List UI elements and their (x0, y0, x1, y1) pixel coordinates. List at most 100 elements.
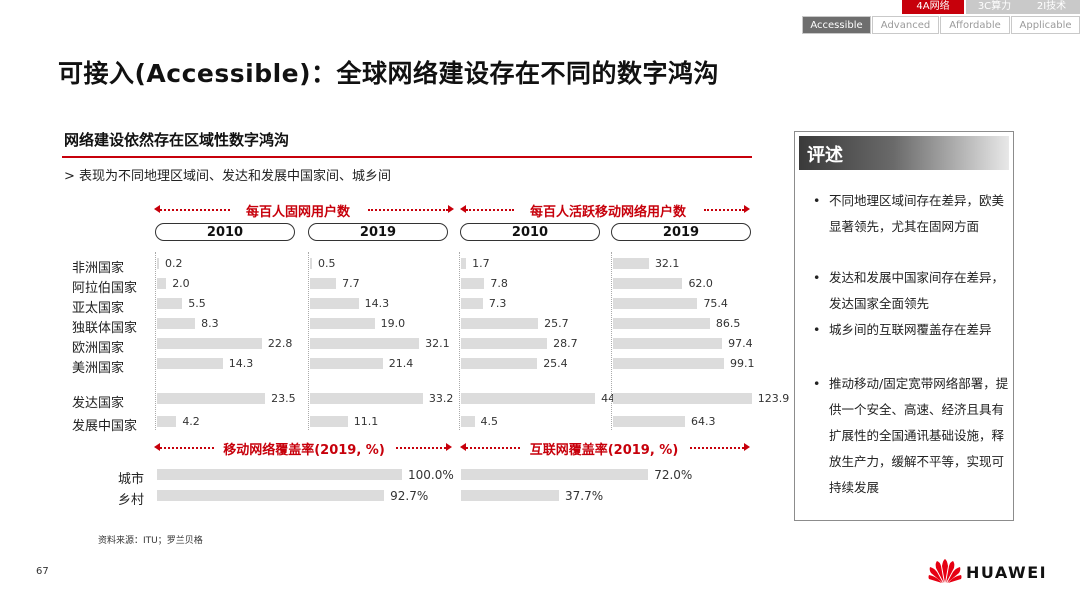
axis-guide (611, 252, 612, 430)
section-heading: 网络建设依然存在区域性数字鸿沟 (64, 131, 290, 149)
bar (310, 416, 348, 427)
bar (461, 278, 485, 289)
arrow-right-icon (744, 205, 750, 213)
fixed-header: 每百人固网用户数 (245, 205, 350, 220)
category-label: 欧洲国家 (72, 341, 125, 356)
bar (310, 258, 312, 269)
category-label: 亚太国家 (72, 301, 125, 316)
year-pill: 2019 (308, 223, 448, 241)
axis-guide (155, 252, 156, 430)
nav-bottom-tab[interactable]: Advanced (872, 16, 939, 34)
summary-panel: 评述 • 不同地理区域间存在差异，欧美显著领先，尤其在固网方面 • 发达和发展中… (794, 131, 1014, 521)
arrow-right-icon (448, 205, 454, 213)
bar (157, 358, 223, 369)
coverage-mobile-header: 移动网络覆盖率(2019, %) (223, 443, 385, 458)
dotted-arrow-line (466, 447, 520, 449)
data-label: 0.2 (165, 257, 183, 270)
nav-bottom-tab[interactable]: Accessible (802, 16, 871, 34)
bar (310, 393, 423, 404)
nav-bottom-tab[interactable]: Applicable (1011, 16, 1080, 34)
data-label: 97.4 (728, 337, 753, 350)
bar (613, 416, 686, 427)
dotted-arrow-line (396, 447, 446, 449)
data-label: 64.3 (691, 415, 716, 428)
coverage-category-label: 城市 (118, 472, 145, 487)
data-label: 32.1 (654, 257, 680, 270)
data-label: 1.7 (472, 257, 490, 270)
data-label: 7.3 (488, 297, 507, 310)
huawei-logo-icon (928, 559, 962, 583)
data-label: 75.4 (703, 297, 728, 310)
bar (613, 358, 724, 369)
data-label: 33.2 (428, 392, 454, 405)
section-description: > 表现为不同地理区域间、发达和发展中国家间、城乡间 (64, 169, 392, 184)
coverage-label: 72.0% (654, 468, 693, 482)
bar (613, 318, 710, 329)
data-label: 28.7 (553, 337, 578, 350)
category-label: 非洲国家 (72, 261, 125, 276)
data-label: 7.8 (490, 277, 508, 290)
summary-bullet: • 推动移动/固定宽带网络部署，提供一个安全、高速、经济且具有扩展性的全国通讯基… (813, 371, 1009, 501)
bar (157, 298, 183, 309)
bar (461, 318, 539, 329)
summary-header: 评述 (799, 136, 1009, 170)
bar (613, 298, 698, 309)
data-label: 86.5 (715, 317, 741, 330)
data-label: 19.0 (380, 317, 406, 330)
nav-top-tab[interactable]: 4A网络 (902, 0, 964, 14)
data-label: 32.1 (425, 337, 450, 350)
coverage-bar (461, 490, 560, 501)
bar (157, 393, 266, 404)
dotted-arrow-line (690, 447, 744, 449)
bar (157, 278, 167, 289)
mobile-header: 每百人活跃移动网络用户数 (529, 205, 686, 220)
arrow-left-icon (460, 205, 466, 213)
data-label: 11.1 (353, 415, 379, 428)
coverage-category-label: 乡村 (118, 493, 145, 508)
coverage-label: 92.7% (390, 489, 429, 503)
coverage-bar (157, 490, 385, 501)
bullet-dot-icon: • (813, 193, 821, 208)
bar (613, 278, 683, 289)
data-label: 0.5 (318, 257, 336, 270)
bar (157, 338, 262, 349)
dotted-arrow-line (368, 209, 448, 211)
data-label: 23.5 (271, 392, 296, 405)
dotted-arrow-line (466, 209, 514, 211)
dotted-arrow-line (160, 447, 214, 449)
coverage-label: 100.0% (408, 468, 454, 482)
bullet-dot-icon: • (813, 322, 821, 337)
bar (310, 278, 337, 289)
summary-bullet-text: 推动移动/固定宽带网络部署，提供一个安全、高速、经济且具有扩展性的全国通讯基础设… (829, 376, 1009, 495)
summary-bullet-text: 发达和发展中国家间存在差异，发达国家全面领先 (829, 270, 1005, 311)
bullet-dot-icon: • (813, 270, 821, 285)
nav-top-tab[interactable]: 2I技术 (1023, 0, 1080, 14)
data-label: 5.5 (188, 297, 206, 310)
summary-bullet-text: 城乡间的互联网覆盖存在差异 (829, 322, 992, 337)
bar (310, 318, 375, 329)
category-label: 阿拉伯国家 (72, 281, 138, 296)
source-note: 资料来源：ITU；罗兰贝格 (98, 536, 203, 546)
data-label: 4.5 (480, 415, 499, 428)
data-label: 4.2 (182, 415, 200, 428)
arrow-right-icon (744, 443, 750, 451)
year-pill: 2010 (155, 223, 295, 241)
data-label: 21.4 (388, 357, 414, 370)
nav-bottom-tab[interactable]: Affordable (940, 16, 1010, 34)
coverage-bar (157, 469, 402, 480)
bar (613, 393, 752, 404)
data-label: 123.9 (757, 392, 790, 405)
summary-bullet: • 城乡间的互联网覆盖存在差异 (813, 317, 1009, 343)
coverage-internet-header: 互联网覆盖率(2019, %) (529, 443, 679, 458)
bar (461, 393, 596, 404)
bar (310, 338, 420, 349)
arrow-left-icon (460, 443, 466, 451)
data-label: 25.4 (543, 357, 568, 370)
bar (310, 358, 383, 369)
bar (461, 338, 548, 349)
summary-bullet-text: 不同地理区域间存在差异，欧美显著领先，尤其在固网方面 (829, 193, 1005, 234)
logo-text: HUAWEI (966, 563, 1048, 582)
summary-bullet: • 不同地理区域间存在差异，欧美显著领先，尤其在固网方面 (813, 188, 1009, 240)
nav-top-tab[interactable]: 3C算力 (966, 0, 1023, 14)
dotted-arrow-line (704, 209, 744, 211)
